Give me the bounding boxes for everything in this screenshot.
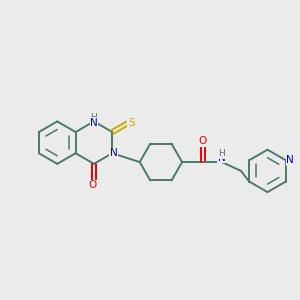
Text: H: H bbox=[218, 149, 225, 158]
Text: S: S bbox=[128, 118, 135, 128]
Text: H: H bbox=[91, 113, 97, 122]
Text: N: N bbox=[90, 118, 98, 128]
Text: O: O bbox=[88, 180, 97, 190]
Text: N: N bbox=[286, 155, 294, 165]
Text: N: N bbox=[110, 148, 118, 158]
Text: O: O bbox=[199, 136, 207, 146]
Text: N: N bbox=[218, 153, 226, 163]
